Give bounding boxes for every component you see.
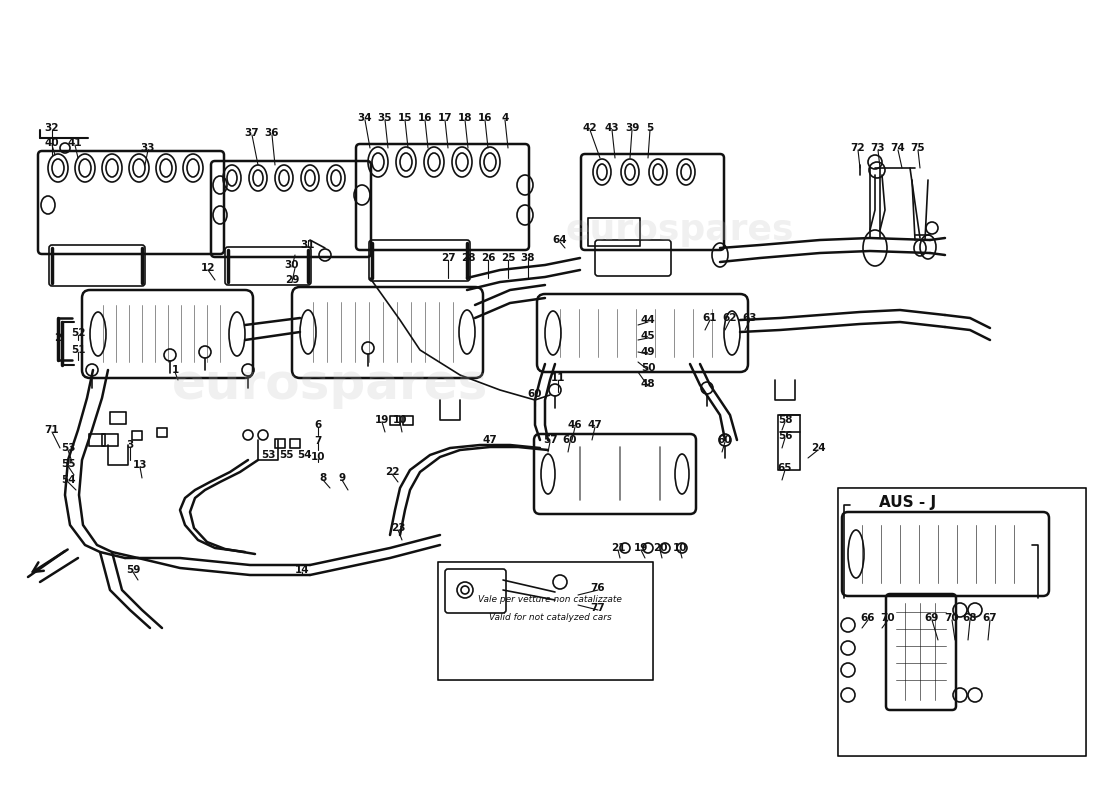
Text: 21: 21 (610, 543, 625, 553)
Text: 6: 6 (315, 420, 321, 430)
Text: 70: 70 (881, 613, 895, 623)
Text: 28: 28 (461, 253, 475, 263)
Text: 76: 76 (591, 583, 605, 593)
Text: 41: 41 (68, 138, 82, 148)
Text: 19: 19 (634, 543, 648, 553)
Text: 62: 62 (723, 313, 737, 323)
Text: 40: 40 (45, 138, 59, 148)
Text: 48: 48 (640, 379, 656, 389)
Text: 35: 35 (377, 113, 393, 123)
Text: 18: 18 (458, 113, 472, 123)
Text: 15: 15 (398, 113, 412, 123)
Text: 72: 72 (850, 143, 866, 153)
Text: 19: 19 (375, 415, 389, 425)
Text: 23: 23 (390, 523, 405, 533)
Text: 34: 34 (358, 113, 372, 123)
Text: 55: 55 (60, 459, 75, 469)
Text: 29: 29 (285, 275, 299, 285)
Text: 67: 67 (982, 613, 998, 623)
Text: 54: 54 (298, 450, 312, 460)
Text: 64: 64 (552, 235, 568, 245)
Text: 57: 57 (542, 435, 558, 445)
Text: 38: 38 (520, 253, 536, 263)
Text: 10: 10 (673, 543, 688, 553)
Text: 47: 47 (587, 420, 603, 430)
Text: 36: 36 (265, 128, 279, 138)
Text: 53: 53 (60, 443, 75, 453)
Text: 69: 69 (925, 613, 939, 623)
Text: 58: 58 (778, 415, 792, 425)
Text: 39: 39 (625, 123, 639, 133)
Text: AUS - J: AUS - J (879, 494, 936, 510)
Text: 63: 63 (742, 313, 757, 323)
Text: Valid for not catalyzed cars: Valid for not catalyzed cars (488, 614, 612, 622)
Text: 75: 75 (911, 143, 925, 153)
Text: 12: 12 (200, 263, 216, 273)
Text: 70: 70 (945, 613, 959, 623)
Text: 20: 20 (652, 543, 668, 553)
Text: 2: 2 (54, 333, 62, 343)
Text: 22: 22 (385, 467, 399, 477)
Text: 60: 60 (717, 435, 733, 445)
Text: 73: 73 (871, 143, 886, 153)
Text: 4: 4 (502, 113, 508, 123)
Text: 9: 9 (339, 473, 345, 483)
Text: 5: 5 (647, 123, 653, 133)
Text: 60: 60 (563, 435, 578, 445)
Text: 27: 27 (441, 253, 455, 263)
Text: 59: 59 (125, 565, 140, 575)
Text: 13: 13 (133, 460, 147, 470)
Text: 26: 26 (481, 253, 495, 263)
Text: 17: 17 (438, 113, 452, 123)
Text: Vale per vetture non catalizzate: Vale per vetture non catalizzate (478, 595, 622, 605)
Text: 45: 45 (640, 331, 656, 341)
Text: 7: 7 (315, 436, 321, 446)
Text: 60: 60 (528, 389, 542, 399)
Text: 37: 37 (244, 128, 260, 138)
Text: 61: 61 (703, 313, 717, 323)
Text: 49: 49 (640, 347, 656, 357)
Text: 44: 44 (640, 315, 656, 325)
Text: 77: 77 (591, 603, 605, 613)
Text: 47: 47 (483, 435, 497, 445)
Text: 1: 1 (172, 365, 178, 375)
Text: 71: 71 (45, 425, 59, 435)
Text: 25: 25 (500, 253, 515, 263)
Text: 66: 66 (860, 613, 876, 623)
Text: 14: 14 (295, 565, 309, 575)
Text: eurospares: eurospares (172, 361, 488, 409)
Text: 53: 53 (261, 450, 275, 460)
Text: 32: 32 (45, 123, 59, 133)
Text: 10: 10 (310, 452, 326, 462)
Text: 65: 65 (778, 463, 792, 473)
Text: 16: 16 (418, 113, 432, 123)
Text: 8: 8 (319, 473, 327, 483)
Text: 42: 42 (583, 123, 597, 133)
Text: 54: 54 (60, 475, 75, 485)
Text: 11: 11 (551, 373, 565, 383)
Text: 16: 16 (477, 113, 493, 123)
Text: eurospares: eurospares (565, 213, 794, 247)
Text: 68: 68 (962, 613, 977, 623)
Text: 10: 10 (393, 415, 407, 425)
Text: 33: 33 (141, 143, 155, 153)
Text: 30: 30 (285, 260, 299, 270)
Text: 31: 31 (300, 240, 316, 250)
Text: 50: 50 (640, 363, 656, 373)
Text: 46: 46 (568, 420, 582, 430)
Text: 24: 24 (811, 443, 825, 453)
Text: 51: 51 (70, 345, 86, 355)
Text: 52: 52 (70, 328, 86, 338)
Text: 56: 56 (778, 431, 792, 441)
Text: 3: 3 (126, 440, 133, 450)
Text: 43: 43 (605, 123, 619, 133)
Text: 55: 55 (278, 450, 294, 460)
Text: 74: 74 (891, 143, 905, 153)
